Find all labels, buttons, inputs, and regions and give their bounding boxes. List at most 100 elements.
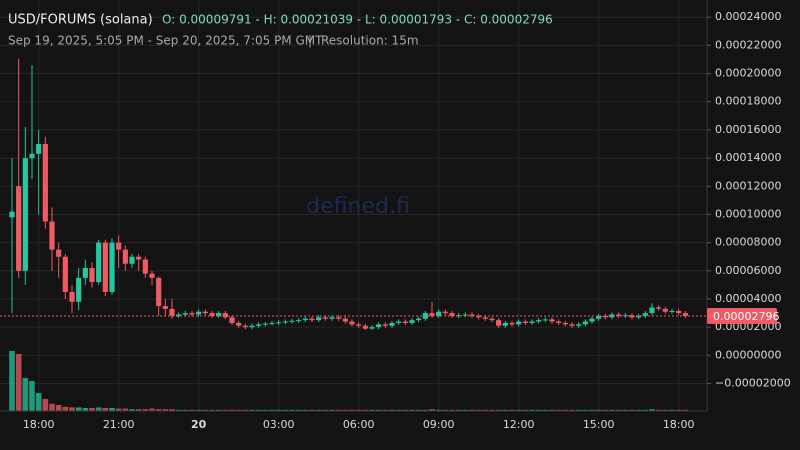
volume-bar [202,409,209,411]
volume-bar [289,409,295,411]
candle-body [109,242,115,292]
candle-body [636,315,642,318]
candle-body [349,321,355,325]
volume-bar [529,409,535,411]
candle-body [136,256,142,260]
candle-body [76,277,82,302]
y-tick-label: 0.00004000 [715,292,781,305]
volume-bar [42,399,49,411]
candle-body [189,313,195,315]
y-tick-label: 0.00014000 [715,151,781,164]
volume-bar [49,403,55,411]
candle-body [122,249,128,264]
candle-body [262,323,268,325]
candle-body [322,317,328,319]
candle-body [602,315,608,318]
last-price-label: 0.00002796 [713,310,779,323]
volume-bar [589,409,595,411]
volume-bar [622,409,629,411]
volume-bar [375,409,382,411]
x-tick-label: 18:00 [663,418,695,431]
y-tick-label: −0.00002000 [715,377,791,390]
volume-bar [15,354,22,411]
candle-body [596,315,602,319]
volume-bar [409,409,415,411]
volume-bar [102,408,109,411]
volume-bar [335,409,342,411]
candle-body [616,314,622,316]
volume-bar [489,409,495,411]
y-tick-label: 0.00012000 [715,179,781,192]
candle-body [269,322,275,324]
volume-bar [35,393,42,411]
volume-bar [122,408,129,411]
volume-bar [515,409,522,411]
volume-bar [575,409,582,411]
volume-bar [69,407,75,411]
volume-bar [682,409,689,411]
candle-body [242,325,248,328]
x-tick-label: 21:00 [103,418,135,431]
volume-bar [175,409,182,411]
volume-bar [669,409,675,411]
volume-bar [322,409,329,411]
range-label: Sep 19, 2025, 5:05 PM - Sep 20, 2025, 7:… [8,34,323,48]
candle-body [9,211,15,218]
volume-bar [675,409,682,411]
candle-body [369,327,375,329]
candle-body [296,320,302,322]
candle-body [69,291,75,302]
volume-bar [55,405,62,411]
volume-bar [422,409,429,411]
y-tick-label: 0.00010000 [715,207,781,220]
candle-body [522,321,528,323]
volume-bar [349,409,355,411]
candle-body [162,306,168,309]
volume-bar [642,409,649,411]
volume-bar [449,409,455,411]
candle-body [442,311,448,314]
volume-bar [275,409,282,411]
volume-bar [9,351,15,411]
candle-body [476,315,482,318]
volume-bar [162,409,169,411]
candle-body [236,322,242,326]
candle-body [389,322,395,326]
candle-body [582,321,588,325]
volume-bar [329,409,335,411]
chart-title: USD/FORUMS (solana) [8,13,153,28]
volume-bar [295,409,302,411]
volume-bar [522,409,529,411]
y-tick-label: 0.00008000 [715,236,781,249]
candle-body [156,277,162,307]
candle-body [496,320,502,326]
candle-body [376,324,382,328]
candle-body [289,320,295,322]
volume-bar [402,409,409,411]
resolution-label: Resolution: 15m [321,34,419,48]
volume-bar [229,409,235,411]
candle-body [362,325,368,329]
volume-bar [129,409,135,411]
volume-bar [342,409,349,411]
candle-body [222,313,228,318]
candle-body [216,313,222,316]
volume-bar [649,409,655,411]
candle-body [449,313,455,316]
volume-bar [615,409,622,411]
candle-body [49,221,55,250]
volume-bar [82,408,89,411]
candle-body [249,325,255,328]
volume-bar [302,409,309,411]
candle-body [256,324,262,326]
volume-bar [309,409,315,411]
candle-body [282,321,288,323]
volume-bar [469,409,475,411]
volume-bar [475,409,482,411]
candle-body [202,311,208,314]
y-tick-label: 0.00000000 [715,348,781,361]
y-tick-label: 0.00016000 [715,123,781,136]
candle-body [36,143,42,154]
candle-body [196,311,202,315]
volume-bar [109,408,115,411]
